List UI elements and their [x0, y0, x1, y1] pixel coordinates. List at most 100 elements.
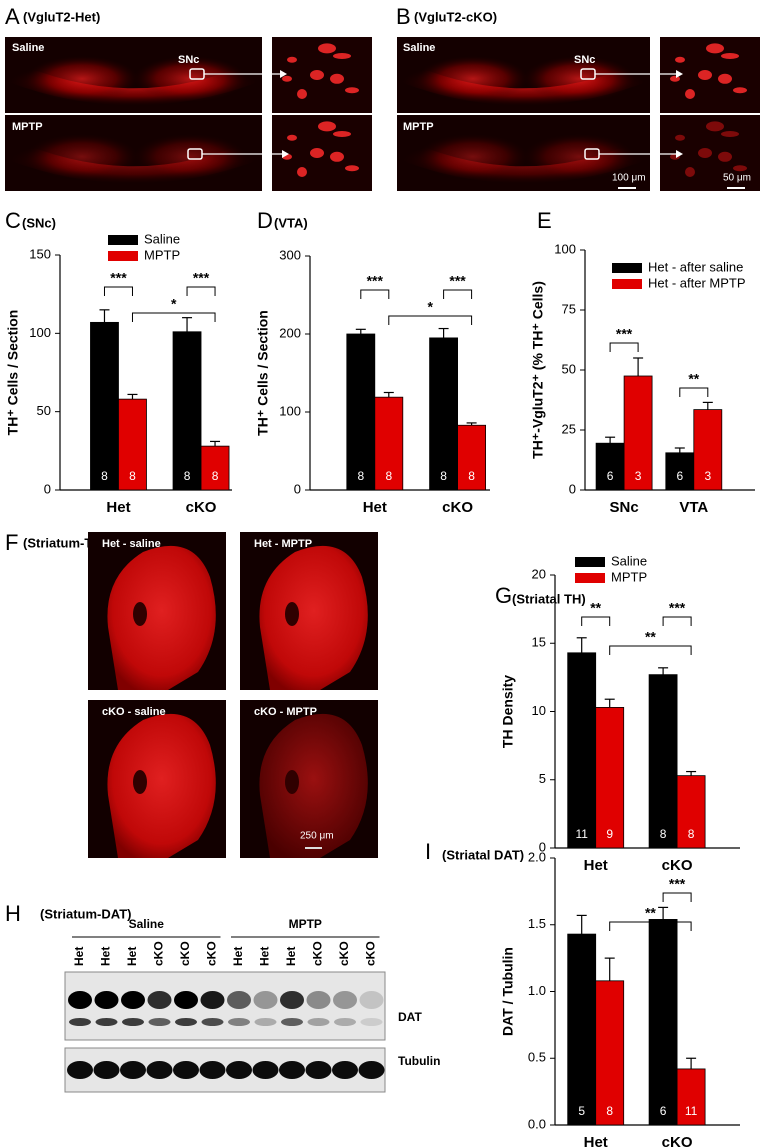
lane-label: cKO: [364, 941, 378, 966]
fluorescence: [523, 56, 635, 102]
fluorescence: [417, 56, 529, 102]
bar: [118, 398, 147, 491]
cell: [330, 73, 344, 84]
cell: [310, 70, 324, 80]
lane-label: cKO: [337, 941, 351, 966]
y-axis-label: TH⁺ Cells / Section: [255, 310, 271, 436]
cell: [721, 53, 739, 59]
y-tick-label: 100: [29, 325, 51, 340]
y-tick-label: 2.0: [528, 849, 546, 864]
n-label: 6: [660, 1104, 667, 1118]
y-tick-label: 0.5: [528, 1050, 546, 1065]
bar: [429, 337, 459, 491]
n-label: 8: [184, 469, 191, 483]
n-label: 8: [101, 469, 108, 483]
y-tick-label: 100: [554, 241, 576, 256]
significance-bracket: [131, 312, 216, 322]
band: [174, 991, 198, 1009]
y-tick-label: 1.0: [528, 983, 546, 998]
y-tick-label: 50: [562, 361, 576, 376]
group-label: Saline: [129, 917, 165, 931]
y-tick-label: 50: [37, 403, 51, 418]
band: [68, 991, 92, 1009]
n-label: 3: [704, 469, 711, 483]
significance-bracket: [679, 387, 709, 397]
cell: [330, 151, 344, 162]
lane-label: Het: [72, 947, 86, 966]
band: [358, 1061, 385, 1079]
n-label: 11: [685, 1104, 698, 1118]
x-tick-label: Het: [584, 1134, 608, 1148]
band: [146, 1061, 173, 1079]
band: [173, 1061, 199, 1079]
band: [306, 991, 331, 1009]
panel-letter: C: [5, 208, 21, 233]
significance-label: ***: [669, 600, 686, 616]
image-label: MPTP: [403, 121, 434, 133]
panel-letter: F: [5, 530, 18, 555]
band: [201, 1018, 224, 1026]
panel-letter: H: [5, 901, 21, 926]
legend-swatch: [612, 279, 642, 289]
band: [199, 1061, 226, 1079]
band: [175, 1018, 197, 1026]
cell: [733, 87, 747, 94]
y-tick-label: 25: [562, 421, 576, 436]
panel-title: (VgluT2-Het): [23, 9, 100, 24]
band: [228, 1018, 250, 1026]
significance-bracket: [388, 315, 473, 325]
band: [95, 1018, 118, 1026]
chart-title: (SNc): [22, 215, 56, 230]
significance-bracket: [186, 286, 216, 296]
band: [334, 1018, 356, 1026]
image-label: cKO - MPTP: [254, 706, 317, 718]
group-label: MPTP: [289, 917, 322, 931]
significance-bracket: [360, 289, 390, 299]
n-label: 8: [468, 469, 475, 483]
ventricle: [133, 602, 147, 626]
n-label: 11: [575, 827, 588, 841]
band: [281, 1018, 303, 1026]
panel-letter: I: [425, 839, 431, 864]
n-label: 8: [440, 469, 447, 483]
significance-label: ***: [110, 270, 127, 286]
significance-label: ***: [669, 876, 686, 892]
n-label: 6: [607, 469, 614, 483]
x-tick-label: cKO: [662, 1134, 693, 1148]
legend-swatch: [108, 235, 138, 245]
y-tick-label: 0.0: [528, 1116, 546, 1131]
bar: [346, 333, 376, 491]
band: [148, 1018, 171, 1026]
slices: Het - saline Het - MPTP cKO - saline cKO - …: [88, 532, 378, 858]
cell: [685, 89, 695, 99]
cell: [718, 151, 732, 162]
significance-label: **: [645, 629, 656, 645]
band: [67, 1061, 93, 1079]
image-label: Het - saline: [102, 538, 161, 550]
y-tick-label: 5: [539, 771, 546, 786]
cell: [345, 87, 359, 94]
legend-swatch: [575, 573, 605, 583]
cell: [297, 89, 307, 99]
band: [147, 991, 172, 1009]
cell: [297, 167, 307, 177]
legend-label: MPTP: [611, 569, 647, 584]
band: [122, 1018, 144, 1026]
y-tick-label: 10: [532, 703, 546, 718]
image-label: Saline: [403, 42, 435, 54]
y-tick-label: 0: [539, 839, 546, 854]
x-tick-label: Het: [363, 499, 387, 516]
legend-swatch: [612, 263, 642, 273]
n-label: 8: [688, 827, 695, 841]
lane-label: cKO: [311, 941, 325, 966]
fluorescence: [417, 134, 529, 180]
y-tick-label: 15: [532, 635, 546, 650]
y-axis-label: TH⁺ Cells / Section: [5, 310, 21, 436]
region-label: SNc: [178, 54, 199, 66]
bar: [595, 442, 625, 491]
cell: [282, 75, 292, 82]
ventricle: [133, 770, 147, 794]
